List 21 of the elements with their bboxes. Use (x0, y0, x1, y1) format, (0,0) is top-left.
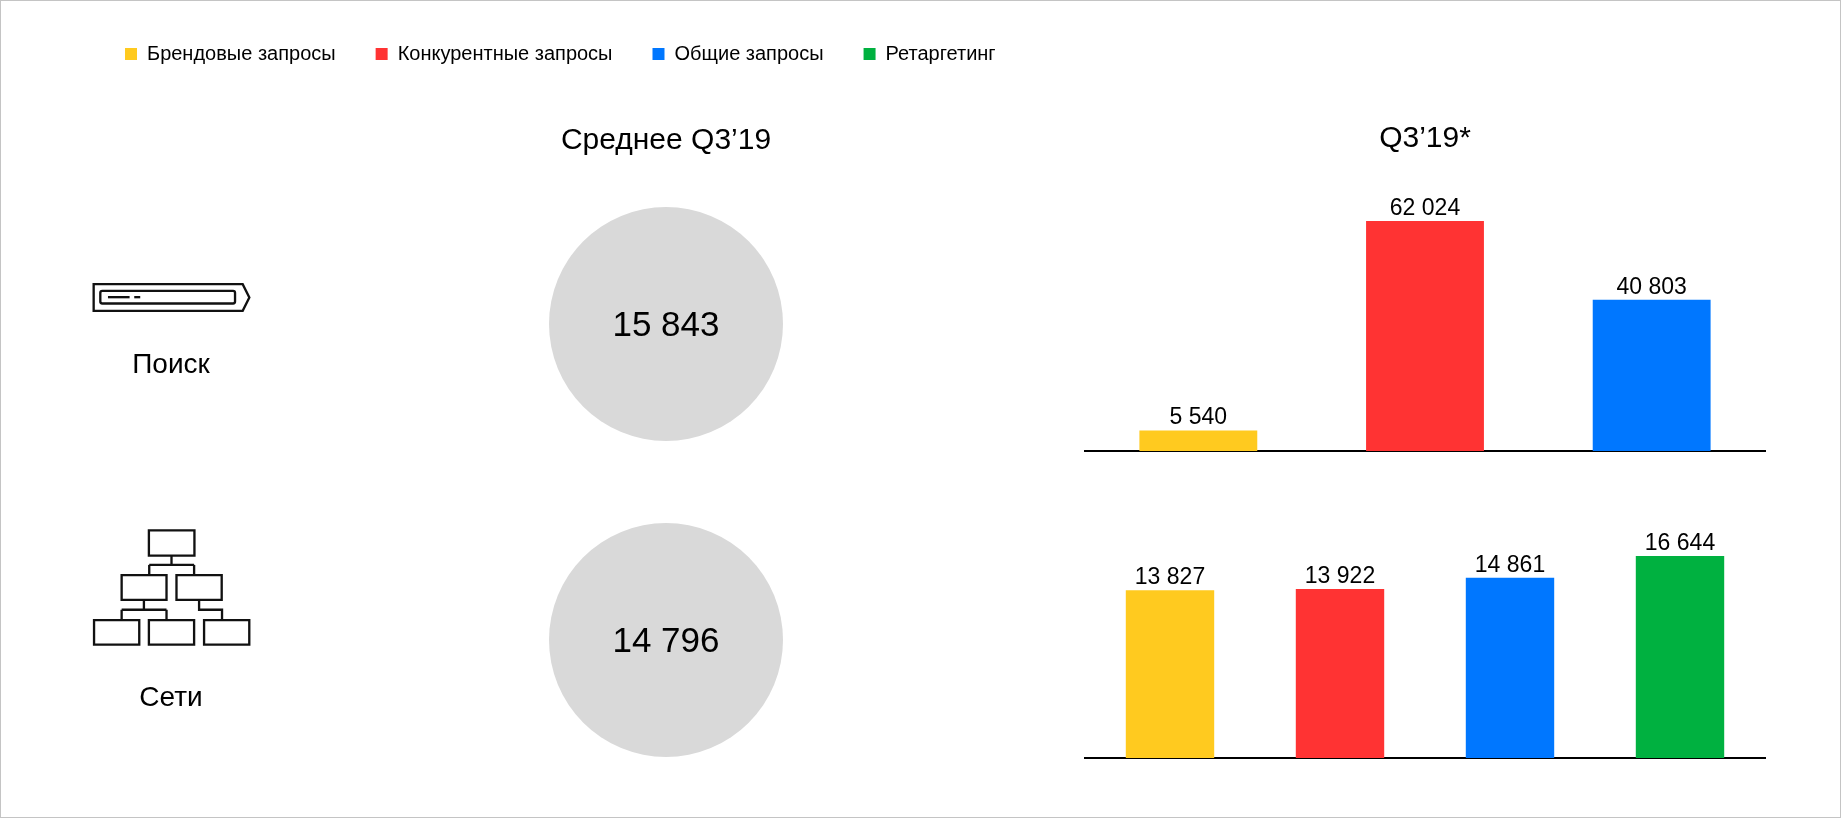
legend-label: Общие запросы (674, 41, 824, 64)
legend-label: Ретаргетинг (885, 41, 996, 64)
data-label: 16 644 (1644, 529, 1716, 555)
data-label: 13 922 (1304, 562, 1376, 589)
category-label: Поиск (132, 348, 210, 380)
data-label: 15 843 (611, 303, 721, 345)
text: Среднее Q3’19 (559, 121, 773, 157)
bar (1295, 589, 1385, 758)
chart-title: Q3’19* (1379, 120, 1472, 154)
data-label: 40 803 (1616, 272, 1687, 299)
bar (1465, 577, 1555, 758)
data-label: 14 796 (611, 619, 721, 661)
legend-label: Брендовые запросы (147, 41, 336, 64)
data-label: 62 024 (1389, 194, 1461, 220)
bar (1125, 590, 1215, 758)
legend-label: Конкурентные запросы (397, 41, 613, 64)
bar (1635, 556, 1725, 758)
data-label: 14 861 (1474, 550, 1546, 577)
data-label: 13 827 (1134, 563, 1206, 590)
data-label: 5 540 (1169, 403, 1228, 430)
category-label: Сети (139, 681, 203, 713)
